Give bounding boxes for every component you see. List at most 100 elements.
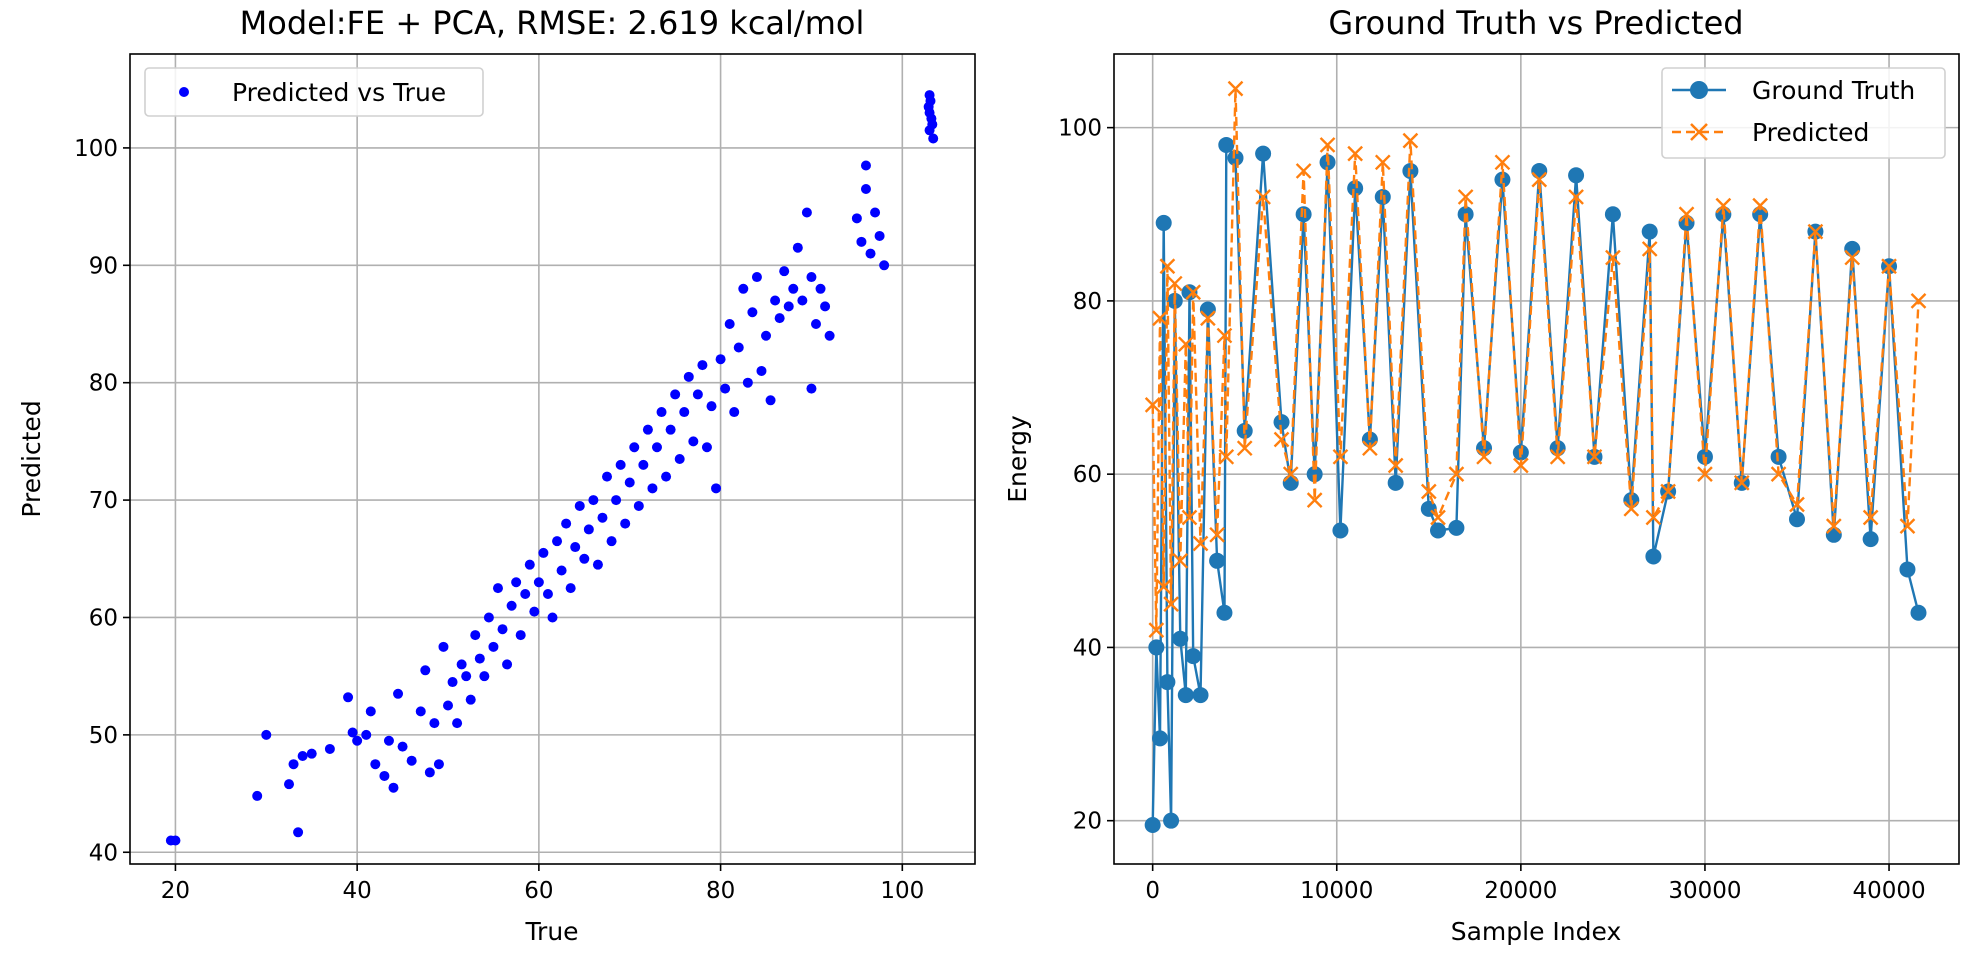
predicted-point [1273,431,1290,448]
y-tick-label: 100 [1058,116,1102,142]
legend-marker-predicted [1690,123,1708,141]
predicted-point [1568,189,1584,205]
scatter-point [297,751,308,761]
gridlines [130,54,975,864]
ground-truth-point [1163,812,1180,829]
y-tick-label: 40 [89,840,118,866]
predicted-point [1645,509,1662,526]
predicted-line [1151,88,1920,631]
predicted-point [1181,509,1198,526]
scatter-point [474,653,485,664]
scatter-point [542,589,553,599]
predicted-point [1236,440,1253,457]
scatter-point [284,779,295,790]
predicted-point [1420,483,1437,500]
predicted-point [1347,145,1364,162]
predicted-point [1402,132,1419,149]
ground-truth-point [1899,561,1916,578]
ground-truth-point [1148,639,1165,656]
x-tick-label: 60 [524,878,553,904]
scatter-point [606,536,617,547]
y-tick-label: 70 [89,488,118,514]
scatter-point [429,718,440,729]
y-tick-label: 100 [74,136,118,162]
scatter-point [674,454,685,464]
predicted-point [1387,457,1404,474]
predicted-point [1641,241,1658,257]
y-tick-label: 60 [89,605,118,631]
ground-truth-point [1387,474,1404,491]
x-tick-label: 100 [880,878,924,904]
scatter-point [638,459,649,470]
ground-truth-point [1177,687,1194,704]
predicted-point [1155,578,1172,595]
scatter-point [624,477,635,488]
ground-truth-point [1825,526,1842,543]
predicted-point [1152,310,1168,327]
x-axis-label: True [524,917,578,946]
ground-truth-line [1151,141,1920,826]
scatter-point [406,755,417,766]
scatter-point [770,295,781,306]
ground-truth-point [1910,604,1927,621]
scatter-point [574,500,585,511]
scatter-point [170,835,181,846]
scatter-point [761,330,772,341]
chart-title: Model:FE + PCA, RMSE: 2.619 kcal/mol [240,4,865,42]
y-tick-label: 90 [89,253,118,279]
scatter-point [774,313,785,324]
scatter-point [579,553,590,564]
scatter-point [461,671,472,682]
scatter-point [533,577,544,588]
predicted-point [1166,275,1183,292]
scatter-point [488,641,499,652]
predicted-point [1660,483,1676,500]
scatter-point [592,559,603,570]
scatter-point [665,424,676,435]
scatter-point [683,371,694,382]
ground-truth-point [1282,474,1299,491]
scatter-point [729,407,740,418]
predicted-point [1255,189,1271,205]
predicted-point [1216,327,1233,344]
scatter-point [611,495,622,506]
scatter-point [565,583,576,594]
y-tick-label: 50 [89,723,118,749]
predicted-point [1770,466,1787,483]
scatter-point [806,272,817,283]
y-axis-label: Predicted [17,400,46,517]
scatter-point [788,283,799,294]
scatter-point [720,383,731,394]
ground-truth-point [1568,167,1585,184]
scatter-point [824,330,835,341]
scatter-point [688,436,699,447]
ground-truth-point [1862,531,1879,548]
scatter-point [556,565,567,576]
legend-marker-predicted-vs-true [179,87,189,97]
predicted-point [1697,466,1713,483]
scatter-point [792,242,803,253]
predicted-point [1163,596,1179,612]
scatter-point [856,236,867,247]
data-points [165,90,939,846]
predicted-point [1227,80,1244,97]
predicted-point [1457,189,1474,205]
scatter-point [452,718,463,729]
ground-truth-point [1155,214,1172,231]
predicted-point [1605,249,1621,266]
scatter-point [661,471,672,482]
scatter-point [511,577,522,588]
scatter-point [860,160,871,171]
scatter-point [361,729,372,740]
chart-title: Ground Truth vs Predicted [1328,4,1743,42]
x-tick-label: 30000 [1668,878,1741,904]
scatter-point [324,743,335,754]
x-tick-label: 20000 [1484,878,1557,904]
scatter-point [765,395,776,406]
scatter-point [483,612,494,623]
y-tick-label: 20 [1073,809,1102,835]
scatter-point [633,500,644,511]
scatter-point [620,518,631,529]
ground-truth-point [1402,162,1419,179]
